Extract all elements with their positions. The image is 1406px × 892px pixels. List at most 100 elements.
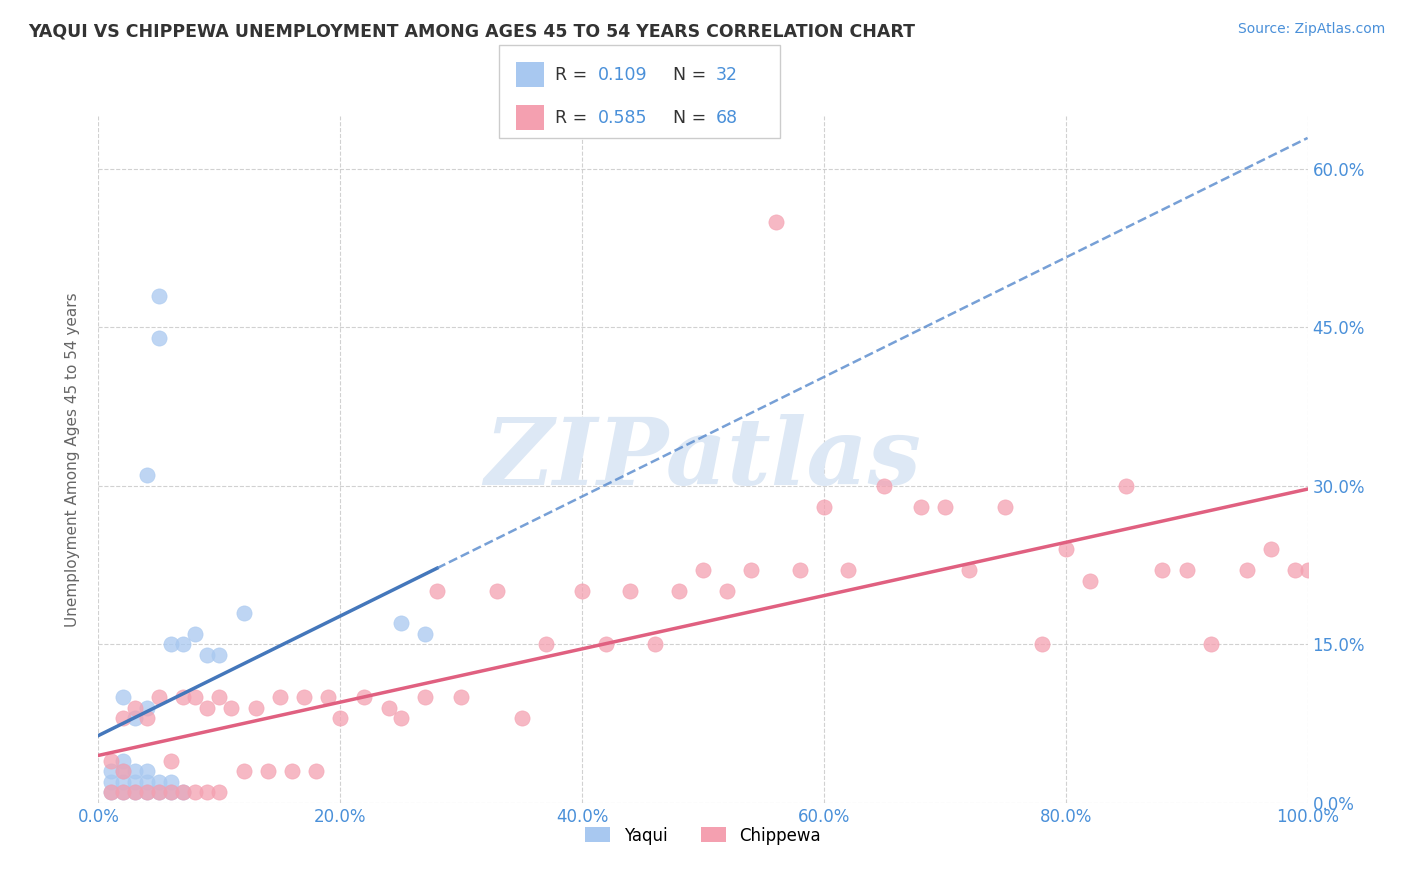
FancyBboxPatch shape xyxy=(516,62,544,87)
Point xyxy=(208,648,231,662)
Point xyxy=(1152,563,1174,577)
Point xyxy=(316,690,339,705)
Point xyxy=(1236,563,1258,577)
Point xyxy=(450,690,472,705)
Point xyxy=(111,785,134,799)
Point xyxy=(873,479,896,493)
Point xyxy=(124,764,146,778)
Point xyxy=(111,754,134,768)
Point xyxy=(413,626,436,640)
Point xyxy=(135,774,157,789)
Point xyxy=(184,626,207,640)
Point xyxy=(111,711,134,725)
Point xyxy=(135,785,157,799)
Point xyxy=(111,764,134,778)
Point xyxy=(148,690,170,705)
Point xyxy=(305,764,328,778)
Point xyxy=(281,764,304,778)
Point xyxy=(1054,542,1077,557)
Point xyxy=(534,637,557,651)
Text: R =: R = xyxy=(555,109,593,127)
Point xyxy=(111,785,134,799)
Point xyxy=(1175,563,1198,577)
Point xyxy=(148,774,170,789)
Point xyxy=(124,774,146,789)
Point xyxy=(1031,637,1053,651)
Legend: Yaqui, Chippewa: Yaqui, Chippewa xyxy=(576,818,830,853)
Point xyxy=(160,774,183,789)
Point xyxy=(994,500,1017,514)
Point xyxy=(353,690,375,705)
Point xyxy=(426,584,449,599)
Point xyxy=(100,774,122,789)
Text: 0.109: 0.109 xyxy=(598,66,647,84)
Point xyxy=(135,764,157,778)
Point xyxy=(1115,479,1137,493)
Point xyxy=(124,711,146,725)
Point xyxy=(111,774,134,789)
Point xyxy=(1078,574,1101,588)
Point xyxy=(1260,542,1282,557)
Text: R =: R = xyxy=(555,66,593,84)
Point xyxy=(619,584,641,599)
Text: Source: ZipAtlas.com: Source: ZipAtlas.com xyxy=(1237,22,1385,37)
Point xyxy=(148,785,170,799)
Point xyxy=(740,563,762,577)
Point xyxy=(377,700,399,714)
Point xyxy=(292,690,315,705)
Point xyxy=(1296,563,1319,577)
FancyBboxPatch shape xyxy=(516,105,544,130)
Point xyxy=(124,785,146,799)
Point xyxy=(232,606,254,620)
Point xyxy=(232,764,254,778)
Text: 0.585: 0.585 xyxy=(598,109,647,127)
Point xyxy=(148,785,170,799)
Point xyxy=(208,690,231,705)
Point xyxy=(813,500,835,514)
Point xyxy=(837,563,859,577)
Point xyxy=(957,563,980,577)
Point xyxy=(135,785,157,799)
Point xyxy=(765,214,787,228)
Point xyxy=(172,785,194,799)
Text: N =: N = xyxy=(662,109,711,127)
Point xyxy=(208,785,231,799)
Point xyxy=(571,584,593,599)
Point xyxy=(160,754,183,768)
Text: N =: N = xyxy=(662,66,711,84)
Point xyxy=(135,700,157,714)
Point xyxy=(644,637,666,651)
Point xyxy=(124,700,146,714)
Point xyxy=(111,690,134,705)
Point xyxy=(184,690,207,705)
Text: ZIPatlas: ZIPatlas xyxy=(485,415,921,504)
Point xyxy=(100,754,122,768)
Point xyxy=(256,764,278,778)
Point xyxy=(245,700,267,714)
Point xyxy=(135,468,157,483)
Point xyxy=(329,711,352,725)
Point xyxy=(716,584,738,599)
Point xyxy=(692,563,714,577)
Point xyxy=(221,700,243,714)
Text: YAQUI VS CHIPPEWA UNEMPLOYMENT AMONG AGES 45 TO 54 YEARS CORRELATION CHART: YAQUI VS CHIPPEWA UNEMPLOYMENT AMONG AGE… xyxy=(28,22,915,40)
Point xyxy=(184,785,207,799)
Point xyxy=(172,637,194,651)
Point xyxy=(160,637,183,651)
Point xyxy=(100,764,122,778)
Point xyxy=(124,785,146,799)
Point xyxy=(595,637,617,651)
Point xyxy=(100,785,122,799)
Point xyxy=(269,690,291,705)
Point xyxy=(148,288,170,302)
Point xyxy=(148,331,170,345)
Point xyxy=(195,648,218,662)
Point xyxy=(1284,563,1306,577)
Point xyxy=(413,690,436,705)
Point xyxy=(789,563,811,577)
Point xyxy=(1199,637,1222,651)
Y-axis label: Unemployment Among Ages 45 to 54 years: Unemployment Among Ages 45 to 54 years xyxy=(65,292,80,627)
Point xyxy=(389,616,412,631)
Text: 68: 68 xyxy=(716,109,738,127)
Point xyxy=(172,690,194,705)
